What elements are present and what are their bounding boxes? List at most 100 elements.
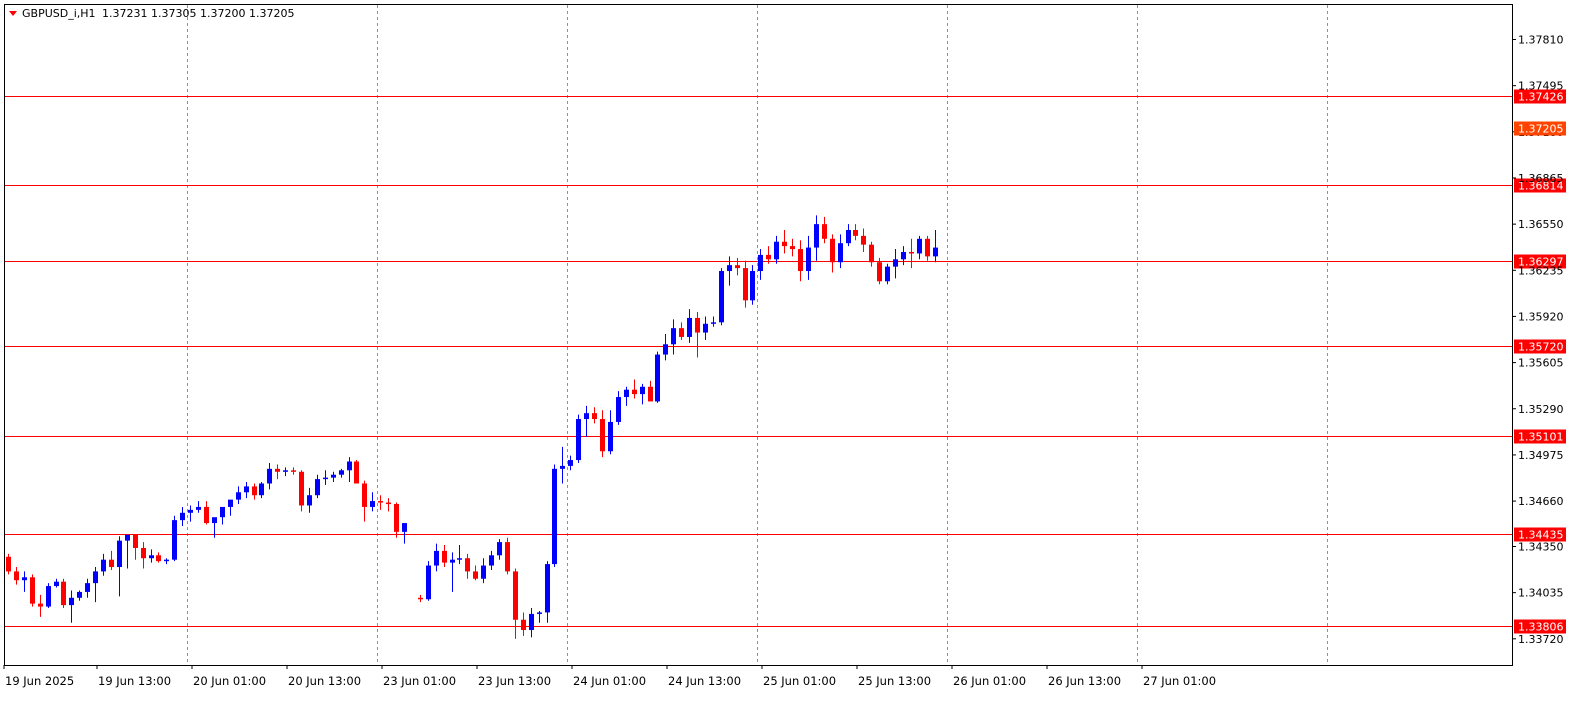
candle-42 (339, 468, 344, 478)
candle-102 (822, 216, 827, 244)
candle-body-103 (830, 238, 835, 263)
candle-113 (909, 238, 914, 269)
candle-body-109 (877, 262, 882, 282)
candle-body-40 (323, 477, 328, 480)
candle-body-48 (386, 502, 391, 505)
candle-body-92 (743, 268, 748, 301)
y-tick-label-13: 1.33720 (1518, 633, 1564, 646)
current-price-label: 1.37205 (1518, 123, 1564, 136)
level-label-5: 1.34435 (1518, 529, 1564, 542)
candle-49 (394, 502, 399, 538)
candle-41 (331, 471, 336, 483)
y-tick-label-11: 1.34350 (1518, 541, 1564, 554)
candle-body-16 (133, 534, 138, 548)
y-tick-label-4: 1.36550 (1518, 218, 1564, 231)
level-label-1: 1.36814 (1518, 180, 1564, 193)
candle-16 (133, 534, 138, 560)
x-tick-label-8: 25 Jun 01:00 (763, 674, 836, 688)
candle-body-1 (14, 571, 19, 581)
dropdown-triangle-icon[interactable] (9, 11, 17, 16)
y-tick-label-9: 1.34975 (1518, 449, 1564, 462)
candle-59 (481, 558, 486, 584)
candle-body-10 (85, 583, 90, 592)
candle-body-62 (505, 542, 510, 572)
candle-43 (347, 457, 352, 483)
candle-body-23 (188, 509, 193, 513)
candle-body-105 (846, 230, 851, 244)
candle-body-20 (164, 559, 169, 562)
level-label-bg-0 (1514, 89, 1566, 104)
level-label-4: 1.35101 (1518, 431, 1564, 444)
y-tick-label-8: 1.35290 (1518, 403, 1564, 416)
candle-body-79 (640, 386, 645, 395)
x-tick-label-3: 20 Jun 13:00 (288, 674, 361, 688)
candle-body-18 (149, 555, 154, 559)
candle-81 (655, 351, 660, 403)
ohlc-readout: 1.37231 1.37305 1.37200 1.37205 (102, 7, 294, 20)
candle-body-33 (267, 468, 272, 484)
candle-92 (743, 260, 748, 308)
candle-body-93 (750, 271, 755, 301)
y-tick-label-1: 1.37495 (1518, 80, 1564, 93)
candle-body-29 (236, 492, 241, 500)
x-tick-label-0: 19 Jun 2025 (5, 674, 74, 688)
candle-body-35 (283, 470, 288, 472)
candle-body-36 (291, 470, 296, 472)
candle-19 (156, 552, 161, 563)
candle-98 (790, 238, 795, 257)
candle-56 (457, 545, 462, 565)
level-label-0: 1.37426 (1518, 91, 1564, 104)
symbol-label: GBPUSD_i,H1 (22, 7, 96, 20)
candles (6, 215, 938, 639)
candle-25 (204, 501, 209, 525)
candle-body-6 (54, 581, 59, 587)
x-tick-label-11: 26 Jun 13:00 (1048, 674, 1121, 688)
candle-101 (814, 215, 819, 261)
level-label-bg-5 (1514, 527, 1566, 542)
candle-18 (149, 549, 154, 563)
candle-body-102 (822, 224, 827, 239)
candle-body-7 (61, 581, 66, 606)
level-label-6: 1.33806 (1518, 621, 1564, 634)
candle-body-19 (156, 555, 161, 562)
candle-23 (188, 505, 193, 522)
candle-body-58 (473, 571, 478, 579)
candle-body-101 (814, 224, 819, 248)
vertical-grid (187, 5, 1328, 665)
candle-body-84 (679, 328, 684, 337)
candle-body-38 (307, 495, 312, 506)
level-label-bg-1 (1514, 178, 1566, 193)
candle-6 (54, 578, 59, 588)
x-tick-label-1: 19 Jun 13:00 (98, 674, 171, 688)
candle-57 (465, 553, 470, 579)
candle-66 (537, 610, 542, 623)
candle-8 (69, 590, 74, 623)
candle-53 (434, 543, 439, 572)
candle-94 (758, 249, 763, 280)
candle-body-37 (299, 471, 304, 506)
candle-58 (473, 565, 478, 581)
candle-13 (109, 550, 114, 570)
candle-104 (838, 234, 843, 269)
candle-body-4 (38, 603, 43, 607)
y-tick-label-6: 1.35920 (1518, 310, 1564, 323)
candle-body-80 (648, 386, 653, 402)
candle-26 (212, 517, 217, 538)
x-tick-label-5: 23 Jun 13:00 (478, 674, 551, 688)
candle-body-46 (370, 501, 375, 507)
candle-78 (632, 379, 637, 399)
candle-body-99 (798, 249, 803, 272)
candle-body-113 (909, 251, 914, 254)
candle-62 (505, 537, 510, 575)
candle-body-45 (362, 483, 367, 507)
candle-110 (885, 263, 890, 285)
candle-100 (806, 235, 811, 280)
candle-body-2 (22, 577, 27, 581)
candle-body-27 (220, 506, 225, 518)
candle-body-110 (885, 266, 890, 282)
candle-body-66 (537, 612, 542, 614)
candle-54 (442, 545, 447, 568)
candle-51 (418, 594, 423, 603)
candle-2 (22, 571, 27, 592)
